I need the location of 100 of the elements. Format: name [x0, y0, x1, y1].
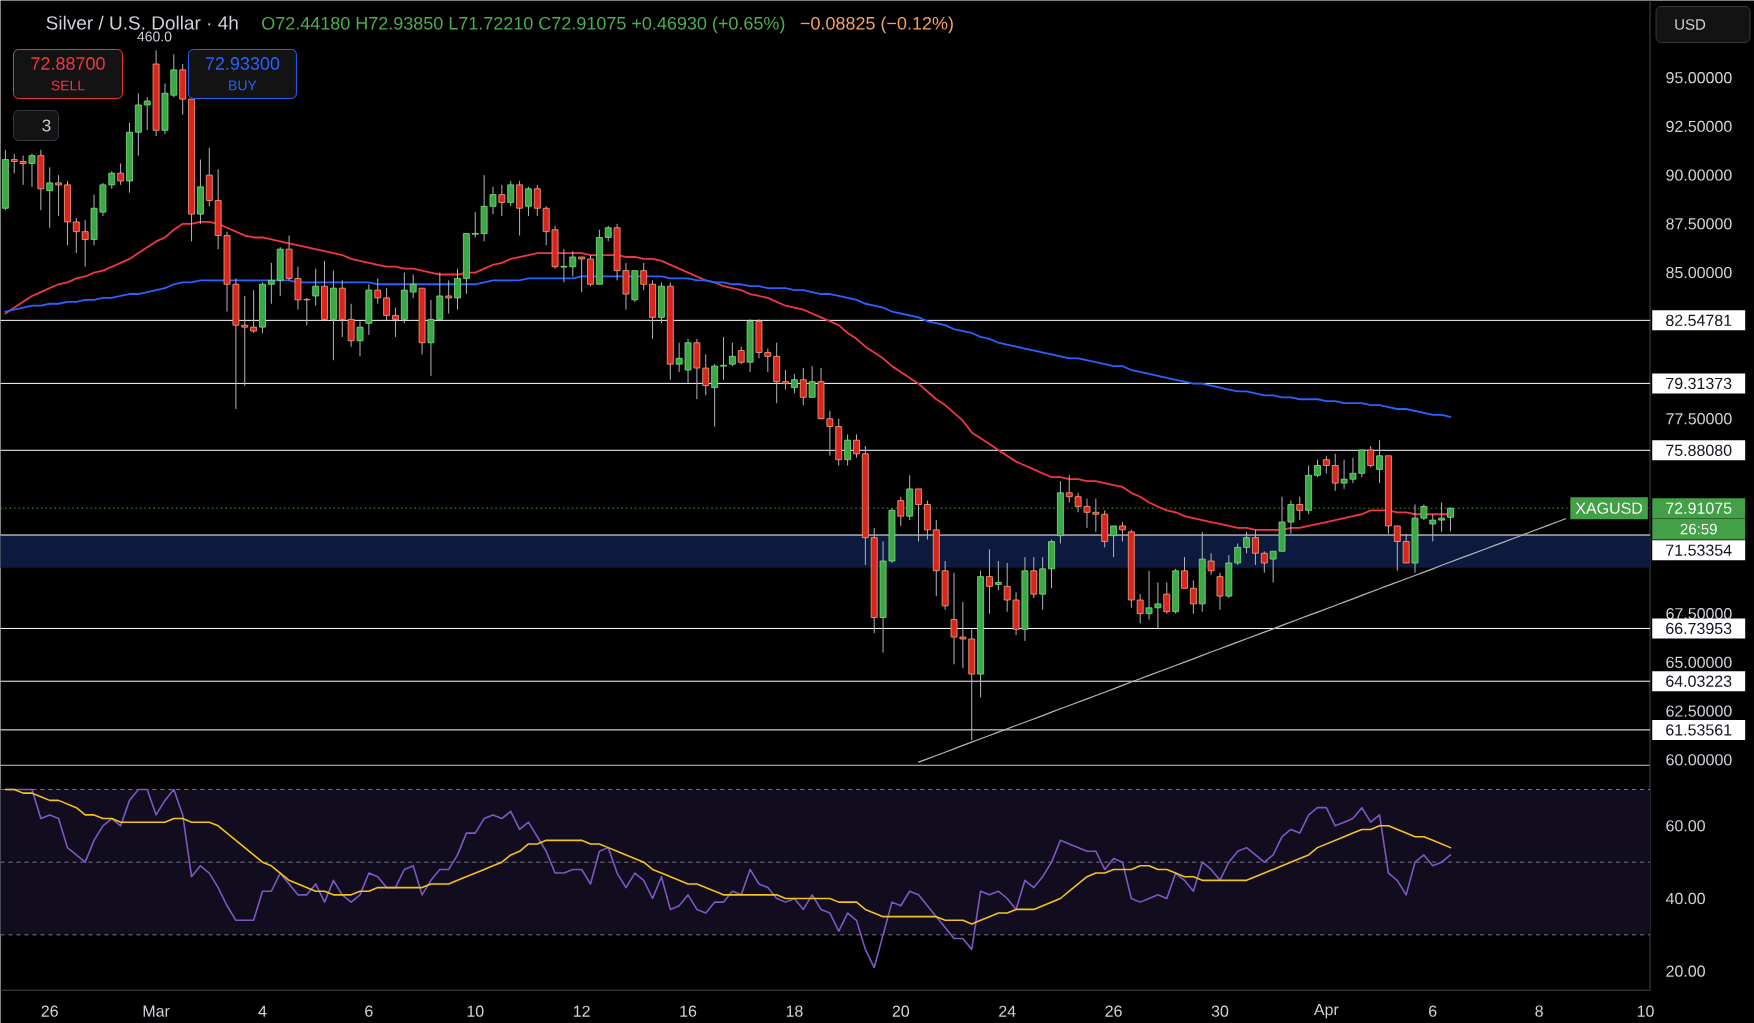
x-tick-label: 6 — [365, 1005, 373, 1017]
y-tick-label: 67.50000 — [1666, 607, 1732, 620]
x-tick-label: 8 — [1535, 1005, 1543, 1017]
candlestick — [1136, 593, 1144, 624]
candlestick — [454, 268, 461, 311]
ref-line-label: 66.73953 — [1666, 622, 1732, 635]
candlestick — [498, 184, 506, 217]
y-tick-label: 90.00000 — [1666, 169, 1732, 181]
candlestick — [994, 560, 1002, 591]
candlestick — [28, 153, 36, 188]
x-tick-label: 18 — [786, 1005, 803, 1017]
annotation: SELL — [51, 80, 85, 91]
candlestick — [383, 287, 391, 322]
annotation: 3 — [42, 119, 51, 132]
annotation: O72.44180 H72.93850 L71.72210 C72.91075 +0.46930 (+0.65%) — [262, 16, 785, 34]
candlestick — [1181, 556, 1188, 589]
candlestick — [853, 433, 860, 459]
candlestick — [844, 433, 852, 466]
ref-line-label: 75.88080 — [1666, 444, 1732, 456]
candlestick — [525, 186, 532, 217]
candlestick — [640, 262, 648, 291]
x-tick-label: 30 — [1211, 1005, 1229, 1017]
annotation: 460.0 — [137, 31, 172, 42]
candlestick — [312, 268, 320, 307]
candlestick — [1207, 552, 1215, 576]
y-tick-label: 92.50000 — [1666, 120, 1732, 132]
y-tick-label: 95.00000 — [1666, 71, 1732, 84]
candlestick — [445, 279, 453, 314]
ref-line-label: 61.53561 — [1666, 724, 1732, 736]
candlestick — [897, 496, 905, 527]
candlestick — [711, 363, 719, 427]
candlestick — [986, 548, 993, 615]
x-tick-label: 24 — [999, 1005, 1016, 1017]
y-tick-label: 62.50000 — [1666, 705, 1732, 717]
candlestick — [791, 373, 798, 394]
candlestick — [1216, 572, 1224, 611]
candlestick — [1163, 581, 1171, 615]
candlestick — [1260, 550, 1268, 574]
candlestick — [55, 174, 62, 217]
candlestick — [356, 320, 364, 357]
candlestick — [808, 365, 816, 398]
text: USD — [1675, 19, 1706, 30]
y-tick-label: 60.00 — [1666, 820, 1705, 832]
annotation: 72.93300 — [205, 57, 280, 70]
candlestick — [1296, 496, 1304, 521]
candlestick — [1367, 445, 1375, 468]
candlestick — [46, 166, 54, 229]
candlestick — [1429, 513, 1437, 542]
x-tick-label: Mar — [143, 1005, 170, 1017]
x-tick-label: 20 — [892, 1005, 910, 1017]
y-tick-label: 20.00 — [1666, 965, 1705, 977]
candlestick — [1189, 579, 1197, 615]
y-tick-label: 40.00 — [1665, 892, 1705, 905]
candlestick — [409, 273, 417, 299]
ref-line-label: 71.53354 — [1666, 544, 1732, 556]
candlestick — [533, 184, 541, 217]
candlestick — [1243, 531, 1250, 554]
x-tick-label: 16 — [680, 1005, 697, 1017]
ref-line-label: 64.03223 — [1666, 675, 1732, 687]
candlestick — [72, 217, 80, 254]
candlestick — [81, 219, 89, 268]
annotation: 72.88700 — [31, 57, 105, 70]
candlestick — [1119, 521, 1126, 542]
ref-line-label: 72.91075 — [1666, 502, 1732, 514]
candlestick — [117, 162, 125, 186]
candlestick — [915, 488, 922, 542]
annotation: XAGUSD — [1575, 502, 1643, 514]
ref-line-label: 79.31373 — [1666, 377, 1732, 389]
candlestick — [1030, 556, 1038, 599]
y-tick-label: 87.50000 — [1666, 218, 1732, 230]
x-tick-label: Apr — [1313, 1003, 1339, 1019]
candlestick — [782, 369, 789, 390]
x-tick-label: 12 — [573, 1005, 590, 1017]
candlestick — [1252, 529, 1259, 566]
candlestick — [1110, 525, 1117, 558]
y-tick-label: 65.00000 — [1666, 656, 1732, 668]
candlestick — [374, 277, 382, 305]
annotation: BUY — [229, 80, 257, 91]
y-tick-label: 85.00000 — [1666, 266, 1732, 279]
x-tick-label: 4 — [258, 1005, 267, 1017]
candlestick — [799, 367, 807, 406]
candlestick — [392, 307, 399, 338]
candlestick — [1234, 542, 1242, 566]
y-tick-label: 77.50000 — [1666, 412, 1732, 425]
y-tick-label: 60.00000 — [1666, 754, 1732, 766]
candlestick — [720, 336, 727, 381]
text: Silver / U.S. Dollar · 4h — [46, 15, 238, 30]
x-tick-label: 6 — [1429, 1005, 1437, 1017]
annotation: −0.08825 (−0.12%) — [800, 16, 953, 34]
candlestick — [1376, 439, 1383, 484]
x-tick-label: 10 — [467, 1005, 484, 1017]
candlestick — [267, 262, 275, 305]
x-tick-label: 26 — [41, 1005, 58, 1017]
candlestick — [250, 289, 258, 334]
candlestick — [578, 256, 586, 293]
ref-line-label: 82.54781 — [1666, 314, 1732, 326]
x-tick-label: 26 — [1105, 1005, 1122, 1017]
candlestick — [1331, 453, 1339, 492]
candlestick — [728, 342, 736, 367]
candlestick — [507, 180, 515, 207]
